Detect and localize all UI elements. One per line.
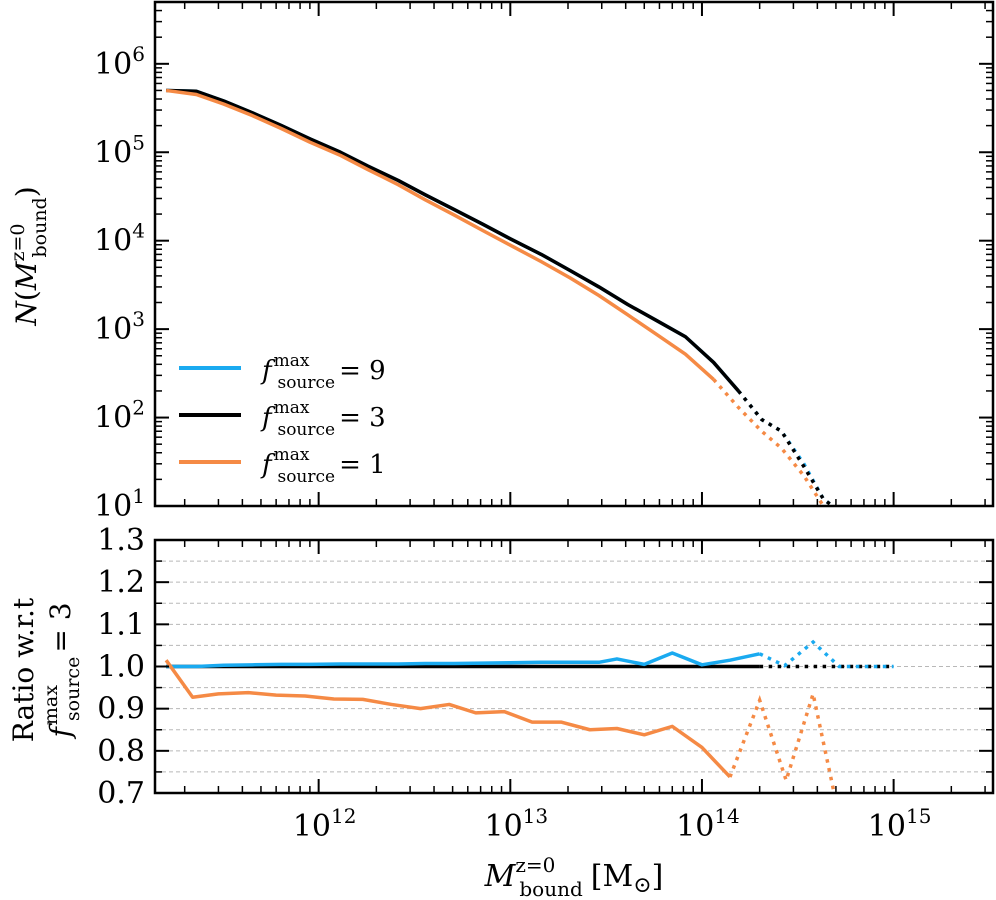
bottom-line-f-source-max-9-solid xyxy=(166,651,761,669)
y-axis-label-bottom-line2: fmaxsource= 3 xyxy=(40,602,84,739)
legend-label-f-source-max-3: f max source = 3 xyxy=(260,398,386,440)
axis-ticks xyxy=(155,1,993,794)
y-tick-label-bottom: 0.9 xyxy=(97,692,145,727)
x-axis-label: Mz=0 bound [M⊙] xyxy=(484,853,664,900)
y-tick-label-bottom: 1.3 xyxy=(97,523,145,558)
y-axis-label-top: N(Mz=0bound) xyxy=(7,186,51,326)
y-tick-label-top: 102 xyxy=(94,396,145,436)
y-tick-label-bottom: 0.7 xyxy=(97,776,145,811)
bottom-line-f-source-max-1-solid xyxy=(164,659,732,779)
x-tick-label: 1014 xyxy=(676,804,740,844)
top-line-f-source-max-3-dotted xyxy=(737,389,836,506)
top-panel-series xyxy=(165,88,836,506)
y-tick-label-top: 101 xyxy=(94,484,145,524)
bottom-line-f-source-max-9-dotted xyxy=(758,639,894,669)
top-line-f-source-max-3-solid xyxy=(166,88,740,393)
legend: f max source = 9 f max source = 3 f max source = 1 xyxy=(179,351,386,487)
top-line-f-source-max-9-dotted xyxy=(737,389,836,506)
x-tick-label: 1013 xyxy=(484,804,548,844)
legend-label-f-source-max-1: f max source = 1 xyxy=(260,445,386,487)
tick-labels: 101 102 103 104 105 106 0.7 0.8 0.9 1.0 1.1 1.2 1.3 1… xyxy=(94,42,931,844)
y-tick-label-bottom: 1.2 xyxy=(97,565,145,600)
y-tick-label-bottom: 0.8 xyxy=(97,734,145,769)
bottom-line-f-source-max-1-dotted xyxy=(728,686,836,793)
y-tick-label-bottom: 1.1 xyxy=(97,607,145,642)
legend-label-f-source-max-9: f max source = 9 xyxy=(260,351,386,393)
top-line-f-source-max-1-solid xyxy=(165,88,715,381)
y-tick-label-top: 106 xyxy=(94,42,145,82)
bottom-panel-series xyxy=(164,639,894,793)
x-tick-label: 1015 xyxy=(868,804,932,844)
y-tick-label-top: 104 xyxy=(94,219,145,259)
top-line-f-source-max-1-dotted xyxy=(712,378,826,506)
axis-labels: N(Mz=0bound)Ratio w.r.t fmaxsource= 3Mz=0… xyxy=(7,186,663,900)
y-tick-label-top: 105 xyxy=(94,130,145,170)
top-line-f-source-max-9-solid xyxy=(166,88,740,393)
y-tick-label-top: 103 xyxy=(94,307,145,347)
x-tick-label: 1012 xyxy=(293,804,357,844)
y-tick-label-bottom: 1.0 xyxy=(97,650,145,685)
y-axis-label-bottom-line1: Ratio w.r.t xyxy=(7,597,40,742)
